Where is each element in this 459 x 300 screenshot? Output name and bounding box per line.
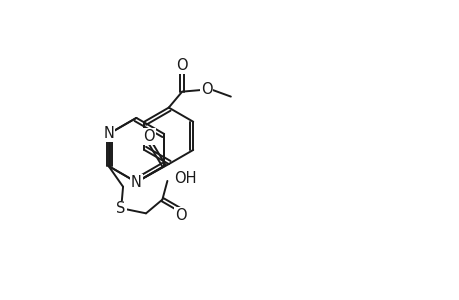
- Text: O: O: [143, 129, 155, 144]
- Text: OH: OH: [174, 171, 196, 186]
- Text: O: O: [201, 82, 212, 97]
- Text: N: N: [103, 127, 114, 142]
- Text: N: N: [131, 175, 141, 190]
- Text: O: O: [174, 208, 186, 223]
- Text: O: O: [176, 58, 188, 73]
- Text: S: S: [116, 202, 126, 217]
